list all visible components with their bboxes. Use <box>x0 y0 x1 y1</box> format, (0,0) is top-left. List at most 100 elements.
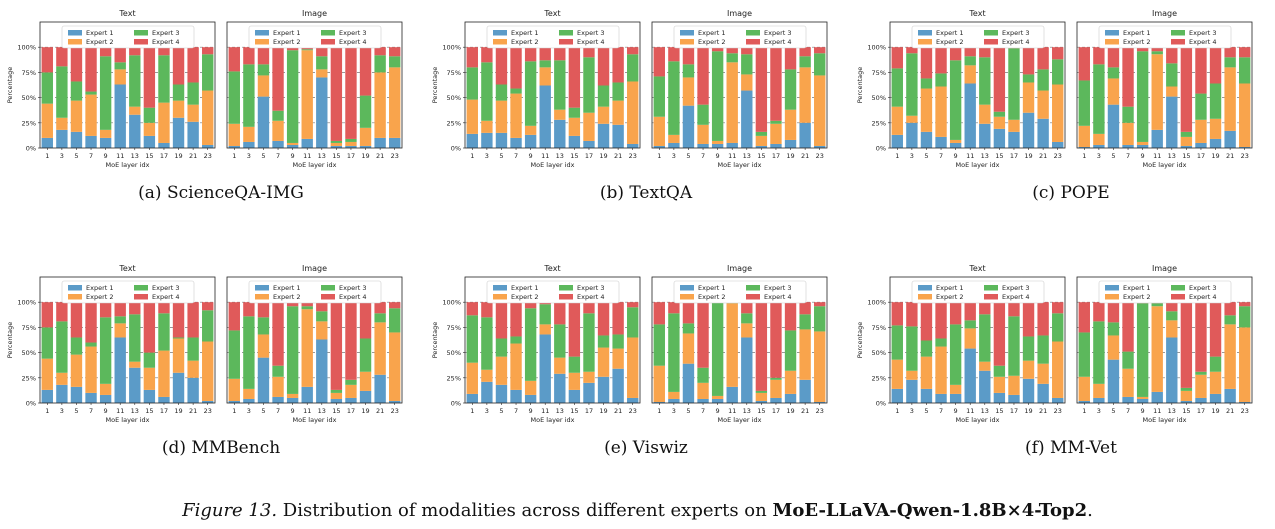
bar-text-layer15-expert1 <box>568 389 581 403</box>
x-tick-label: 9 <box>291 152 295 160</box>
x-tick-label: 3 <box>247 152 251 160</box>
x-tick-label: 3 <box>910 152 914 160</box>
bar-image-layer1-expert2 <box>653 116 665 146</box>
bar-text-layer3-expert1 <box>56 384 68 403</box>
legend-swatch-expert4 <box>984 294 998 300</box>
bar-image-layer15-expert3 <box>330 389 343 393</box>
bar-image-layer19-expert1 <box>784 393 797 403</box>
bar-text-layer7-expert3 <box>510 88 522 94</box>
x-tick-label: 11 <box>116 407 124 415</box>
bar-image-layer17-expert1 <box>1195 397 1207 403</box>
bar-image-layer17-expert1 <box>770 397 782 403</box>
y-tick-label: 50% <box>22 94 36 102</box>
bar-image-layer23-expert4 <box>814 47 826 54</box>
x-tick-label: 5 <box>924 152 928 160</box>
bar-text-layer19-expert4 <box>172 47 185 85</box>
bar-text-layer19-expert1 <box>1022 112 1035 148</box>
bar-text-layer11-expert3 <box>114 316 126 324</box>
bar-text-layer7-expert2 <box>85 346 97 393</box>
bar-text-layer5-expert1 <box>495 132 508 148</box>
bar-image-layer7-expert3 <box>272 365 284 377</box>
legend-label-expert1: Expert 1 <box>936 284 964 292</box>
bar-text-layer13-expert2 <box>129 106 141 115</box>
bar-text-layer1-expert3 <box>891 68 903 107</box>
bar-text-layer9-expert3 <box>99 317 112 384</box>
bar-image-layer15-expert3 <box>755 390 768 393</box>
bar-image-layer1-expert1 <box>1078 146 1090 148</box>
bar-text-layer5-expert1 <box>920 131 933 148</box>
bar-text-layer1-expert1 <box>41 389 53 403</box>
legend-label-expert4: Expert 4 <box>1189 293 1217 301</box>
x-tick-label: 3 <box>672 152 676 160</box>
legend-label-expert1: Expert 1 <box>698 29 726 37</box>
plot-frame <box>651 21 828 149</box>
bar-text-layer11-expert4 <box>964 302 976 321</box>
y-tick-label: 100% <box>867 299 886 307</box>
bar-image-layer23-expert4 <box>389 302 401 309</box>
bar-image-layer9-expert3 <box>286 306 299 394</box>
x-tick-label: 23 <box>1241 407 1249 415</box>
x-axis-label: MoE layer idx <box>293 416 337 424</box>
bar-image-layer7-expert1 <box>272 140 284 148</box>
panel-title: Image <box>302 264 327 273</box>
legend-swatch-expert2 <box>68 39 82 45</box>
legend-box <box>911 280 1045 304</box>
bar-text-layer19-expert4 <box>1022 302 1035 337</box>
bar-image-layer15-expert2 <box>1180 136 1193 146</box>
bar-image-layer15-expert2 <box>1180 390 1193 401</box>
x-tick-label: 7 <box>1126 407 1130 415</box>
bar-image-layer13-expert1 <box>1166 337 1178 403</box>
bar-text-layer21-expert2 <box>1037 90 1049 119</box>
bar-image-layer11-expert2 <box>301 309 313 387</box>
bar-image-layer21-expert2 <box>1224 67 1236 131</box>
bar-text-layer9-expert4 <box>524 47 537 62</box>
y-tick-label: 100% <box>442 44 461 52</box>
bar-image-layer9-expert3 <box>711 51 724 141</box>
x-tick-label: 7 <box>89 152 93 160</box>
bar-image-layer21-expert4 <box>374 302 386 314</box>
x-tick-label: 9 <box>291 407 295 415</box>
legend-label-expert2: Expert 2 <box>698 293 726 301</box>
x-tick-label: 13 <box>131 407 139 415</box>
bar-text-layer13-expert2 <box>979 361 991 371</box>
bar-text-layer15-expert2 <box>993 116 1006 129</box>
bar-image-layer3-expert1 <box>668 142 680 148</box>
x-tick-label: 1 <box>232 407 236 415</box>
panel-title: Text <box>543 264 560 273</box>
bar-image-layer19-expert3 <box>359 95 372 128</box>
bar-text-layer15-expert4 <box>568 47 581 108</box>
bar-image-layer15-expert4 <box>755 47 768 132</box>
legend-swatch-expert3 <box>559 285 573 291</box>
bar-text-layer15-expert4 <box>568 302 581 357</box>
bar-text-layer3-expert2 <box>481 120 493 133</box>
bar-text-layer15-expert2 <box>568 372 581 390</box>
legend-box <box>248 25 382 49</box>
bar-image-layer1-expert3 <box>653 324 665 366</box>
bar-text-layer15-expert4 <box>143 302 156 353</box>
bar-image-layer1-expert2 <box>1078 125 1090 147</box>
bar-text-layer3-expert1 <box>481 132 493 148</box>
x-tick-label: 21 <box>1226 407 1234 415</box>
bar-text-layer7-expert2 <box>510 343 522 390</box>
bar-image-layer19-expert1 <box>784 139 797 148</box>
bar-image-layer21-expert1 <box>1224 130 1236 148</box>
legend-swatch-expert2 <box>680 294 694 300</box>
x-tick-label: 5 <box>924 407 928 415</box>
bar-text-layer11-expert4 <box>114 47 126 63</box>
bar-text-layer1-expert1 <box>466 133 478 148</box>
x-axis-label: MoE layer idx <box>956 416 1000 424</box>
legend-swatch-expert4 <box>321 39 335 45</box>
bar-image-layer9-expert2 <box>711 140 724 144</box>
bar-text-layer5-expert4 <box>495 47 508 85</box>
legend-swatch-expert3 <box>559 30 573 36</box>
plot-frame <box>39 21 216 149</box>
bar-image-layer5-expert1 <box>257 96 270 148</box>
bar-image-layer17-expert3 <box>345 379 357 385</box>
bar-text-layer17-expert2 <box>583 112 595 141</box>
y-tick-label: 50% <box>872 94 886 102</box>
legend-label-expert1: Expert 1 <box>273 284 301 292</box>
bar-image-layer21-expert4 <box>799 302 811 315</box>
bar-image-layer7-expert3 <box>1122 351 1134 369</box>
legend-label-expert3: Expert 3 <box>152 284 180 292</box>
